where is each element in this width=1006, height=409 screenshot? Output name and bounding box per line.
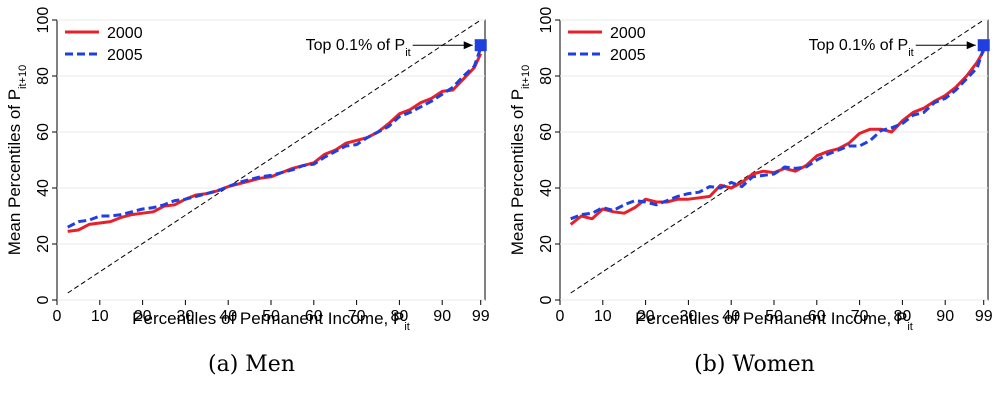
y-tick-label: 20 (35, 235, 52, 253)
x-tick-label: 70 (348, 308, 366, 325)
top-marker (977, 39, 990, 52)
x-tick-label: 90 (936, 308, 954, 325)
y-axis-title: Mean Percentiles of Pit+10 (5, 65, 29, 255)
y-tick-label: 100 (35, 7, 52, 34)
x-tick-label: 30 (680, 308, 698, 325)
x-tick-label: 20 (134, 308, 152, 325)
x-tick-label: 60 (808, 308, 826, 325)
x-tick-label: 0 (556, 308, 565, 325)
legend-label-2000: 2000 (610, 25, 646, 42)
y-tick-label: 100 (538, 7, 555, 34)
x-tick-label: 80 (894, 308, 912, 325)
y-tick-label: 60 (538, 123, 555, 141)
series-line-2000 (569, 50, 986, 226)
legend-label-2000: 2000 (107, 25, 143, 42)
annotation-text: Top 0.1% of Pit (306, 37, 411, 59)
caption-men: (a) Men (208, 352, 295, 377)
caption-women: (b) Women (694, 352, 815, 377)
reference-line (67, 19, 481, 294)
y-tick-label: 80 (538, 67, 555, 85)
reference-line (570, 19, 984, 294)
panel-women: 0 20 40 60 80 100 0 10 20 30 40 50 60 70 80 90 99 Top 0.1… (503, 0, 1006, 409)
chart-men: 0 20 40 60 80 100 0 10 20 30 40 50 60 70 80 90 99 Top 0.1… (5, 7, 490, 333)
top-marker (474, 39, 487, 52)
series-line-2005 (67, 47, 483, 229)
y-tick-label: 40 (538, 179, 555, 197)
annotation-text: Top 0.1% of Pit (809, 37, 914, 59)
y-tick-label: 40 (35, 179, 52, 197)
y-tick-label: 60 (35, 123, 52, 141)
panel-men: 0 20 40 60 80 100 0 10 20 30 40 50 60 70 80 90 99 Top 0.1… (5, 7, 490, 377)
x-tick-label: 60 (305, 308, 323, 325)
x-tick-label: 20 (637, 308, 655, 325)
legend-label-2005: 2005 (107, 47, 143, 64)
chart-women: 0 20 40 60 80 100 0 10 20 30 40 50 60 70 80 90 99 Top 0.1… (508, 7, 993, 333)
y-tick-label: 0 (35, 295, 52, 304)
x-tick-label: 90 (433, 308, 451, 325)
x-tick-label: 50 (262, 308, 280, 325)
legend-label-2005: 2005 (610, 47, 646, 64)
x-tick-label: 99 (472, 308, 490, 325)
x-tick-label: 10 (91, 308, 109, 325)
x-tick-label: 30 (177, 308, 195, 325)
annotation-arrowhead (966, 41, 976, 50)
x-axis-title: Percentiles of Permanent Income, Pit (132, 309, 410, 333)
y-axis-title: Mean Percentiles of Pit+10 (508, 65, 532, 255)
x-axis-title: Percentiles of Permanent Income, Pit (635, 309, 913, 333)
x-tick-label: 10 (594, 308, 612, 325)
series-line-2005 (570, 47, 986, 221)
x-tick-label: 70 (851, 308, 869, 325)
x-tick-label: 80 (391, 308, 409, 325)
annotation-arrowhead (463, 41, 473, 50)
x-tick-label: 40 (219, 308, 237, 325)
x-tick-label: 0 (53, 308, 62, 325)
y-tick-label: 80 (35, 67, 52, 85)
x-tick-label: 99 (975, 308, 993, 325)
y-tick-label: 0 (538, 295, 555, 304)
x-tick-label: 40 (722, 308, 740, 325)
x-tick-label: 50 (765, 308, 783, 325)
y-tick-label: 20 (538, 235, 555, 253)
